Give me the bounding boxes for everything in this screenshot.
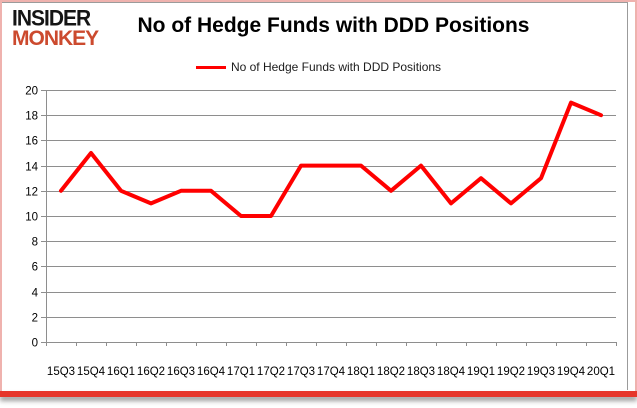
x-axis-tick-label: 16Q2	[137, 366, 165, 378]
y-axis-tick-label: 20	[25, 86, 38, 98]
x-axis-tick-label: 19Q1	[467, 366, 495, 378]
insider-monkey-logo: INSIDER MONKEY	[12, 6, 99, 50]
chart-title: No of Hedge Funds with DDD Positions	[137, 14, 530, 37]
y-axis-tick-label: 16	[25, 136, 38, 148]
legend-label: No of Hedge Funds with DDD Positions	[230, 60, 442, 74]
logo-line-monkey: MONKEY	[12, 27, 99, 50]
y-axis-tick-label: 12	[25, 187, 38, 199]
line-chart-plot: 0 2 4 6 8 10 12 14 16 18 20 15Q3 15Q4 16Q1 16Q2 16Q3 16Q…	[25, 86, 617, 378]
y-axis-tick-label: 18	[25, 111, 38, 123]
x-axis-tick-label: 19Q2	[497, 366, 525, 378]
card-bottom-accent-bar	[0, 391, 637, 397]
x-axis-tick-label: 16Q1	[107, 366, 135, 378]
y-axis-tick-label: 14	[25, 162, 38, 174]
logo-line-insider: INSIDER	[12, 6, 91, 31]
x-axis-tick-label: 19Q4	[557, 366, 586, 378]
legend: No of Hedge Funds with DDD Positions	[0, 59, 637, 75]
y-axis-tick-label: 10	[25, 212, 38, 224]
x-axis-tick-label: 17Q3	[287, 366, 315, 378]
y-axis-tick-label: 4	[32, 288, 39, 300]
x-axis-tick-label: 16Q4	[197, 366, 226, 378]
y-axis-tick-label: 0	[32, 338, 38, 350]
x-axis-tick-label: 17Q1	[227, 366, 255, 378]
y-axis-tick-label: 6	[32, 262, 38, 274]
series-line	[59, 100, 603, 218]
legend-line-marker	[195, 65, 226, 69]
x-axis-tick-label: 17Q4	[317, 366, 346, 378]
y-axis-tick-label: 8	[32, 237, 38, 249]
x-axis-tick-label: 20Q1	[587, 366, 615, 378]
x-axis-tick-label: 18Q4	[437, 366, 466, 378]
x-axis-tick-label: 15Q4	[77, 366, 106, 378]
x-axis-tick-label: 18Q2	[377, 366, 405, 378]
y-axis-tick-label: 2	[32, 313, 38, 325]
x-axis-tick-label: 18Q1	[347, 366, 375, 378]
x-axis-tick-label: 19Q3	[527, 366, 555, 378]
x-axis-tick-label: 18Q3	[407, 366, 435, 378]
x-axis-tick-label: 16Q3	[167, 366, 195, 378]
x-axis-tick-label: 17Q2	[257, 366, 285, 378]
x-axis-tick-label: 15Q3	[47, 366, 75, 378]
